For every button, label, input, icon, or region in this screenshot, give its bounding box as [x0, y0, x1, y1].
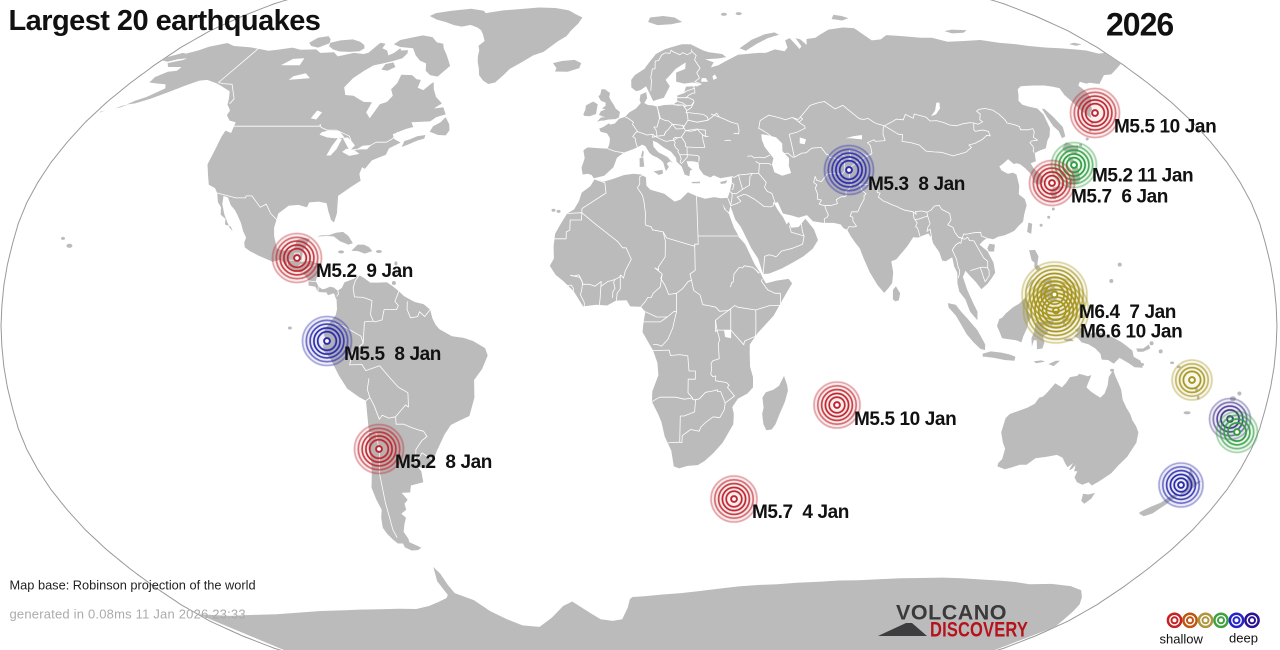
- svg-text:shallow: shallow: [1160, 632, 1204, 647]
- svg-text:M5.5 10 Jan: M5.5 10 Jan: [854, 409, 956, 430]
- svg-text:DISCOVERY: DISCOVERY: [930, 619, 1028, 642]
- svg-text:M5.5 10 Jan: M5.5 10 Jan: [1114, 117, 1216, 138]
- svg-text:Largest 20 earthquakes: Largest 20 earthquakes: [9, 5, 321, 37]
- svg-text:M5.7 4 Jan: M5.7 4 Jan: [752, 502, 849, 523]
- svg-text:M5.5 8 Jan: M5.5 8 Jan: [344, 344, 441, 365]
- svg-text:generated in 0.08ms 11 Jan 202: generated in 0.08ms 11 Jan 2026 23:33: [10, 607, 246, 622]
- svg-text:Map base: Robinson projection: Map base: Robinson projection of the wor…: [10, 578, 256, 593]
- svg-text:2026: 2026: [1106, 7, 1173, 43]
- svg-text:M5.3 8 Jan: M5.3 8 Jan: [868, 174, 965, 195]
- svg-text:M5.2 11 Jan: M5.2 11 Jan: [1092, 166, 1193, 187]
- svg-text:VOLCANO: VOLCANO: [896, 602, 1007, 625]
- svg-text:M5.2 9 Jan: M5.2 9 Jan: [316, 261, 413, 282]
- svg-text:M6.4 7 Jan: M6.4 7 Jan: [1079, 302, 1176, 323]
- svg-text:M5.2 8 Jan: M5.2 8 Jan: [395, 452, 492, 473]
- svg-text:M6.6 10 Jan: M6.6 10 Jan: [1080, 322, 1182, 343]
- svg-text:deep: deep: [1229, 631, 1258, 646]
- svg-text:M5.7 6 Jan: M5.7 6 Jan: [1071, 187, 1168, 208]
